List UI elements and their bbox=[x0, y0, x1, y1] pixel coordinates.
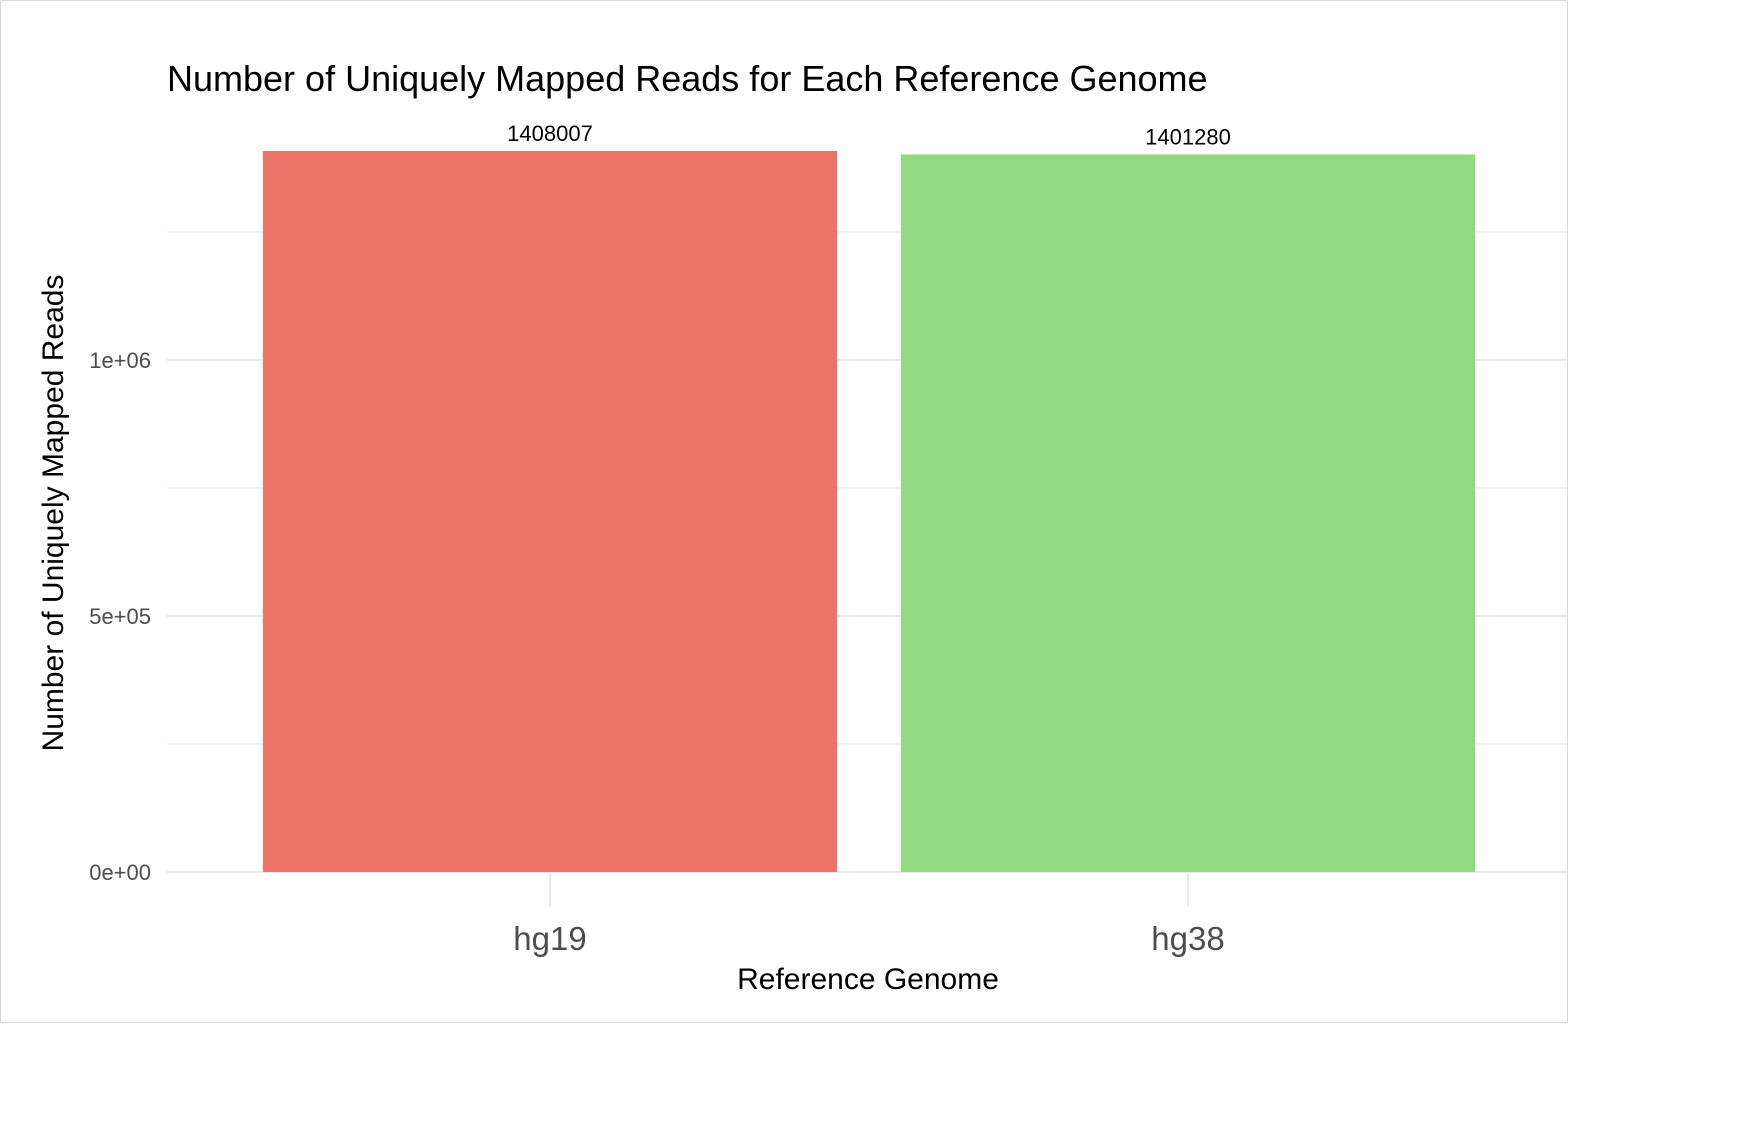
bar-hg19 bbox=[262, 151, 838, 872]
x-axis-title: Reference Genome bbox=[737, 963, 999, 996]
bar-chart: 0e+00 5e+05 1e+06 1408007 hg19 1401280 hg38 Nu… bbox=[37, 58, 1567, 996]
chart-frame: 0e+00 5e+05 1e+06 1408007 hg19 1401280 hg38 Nu… bbox=[0, 0, 1568, 1023]
bar-value-label-hg38: 1401280 bbox=[1145, 124, 1231, 149]
chart-title: Number of Uniquely Mapped Reads for Each… bbox=[167, 58, 1208, 99]
bar-hg38 bbox=[900, 154, 1476, 872]
y-axis-title: Number of Uniquely Mapped Reads bbox=[37, 275, 70, 752]
x-tick-label-hg19: hg19 bbox=[513, 920, 586, 957]
y-tick-label: 5e+05 bbox=[89, 604, 151, 629]
bar-layer bbox=[262, 151, 1476, 872]
label-layer: 0e+00 5e+05 1e+06 1408007 hg19 1401280 hg38 bbox=[89, 121, 1231, 957]
x-tick-label-hg38: hg38 bbox=[1151, 920, 1224, 957]
y-tick-label: 1e+06 bbox=[89, 348, 151, 373]
y-tick-label: 0e+00 bbox=[89, 860, 151, 885]
bar-value-label-hg19: 1408007 bbox=[507, 121, 593, 146]
